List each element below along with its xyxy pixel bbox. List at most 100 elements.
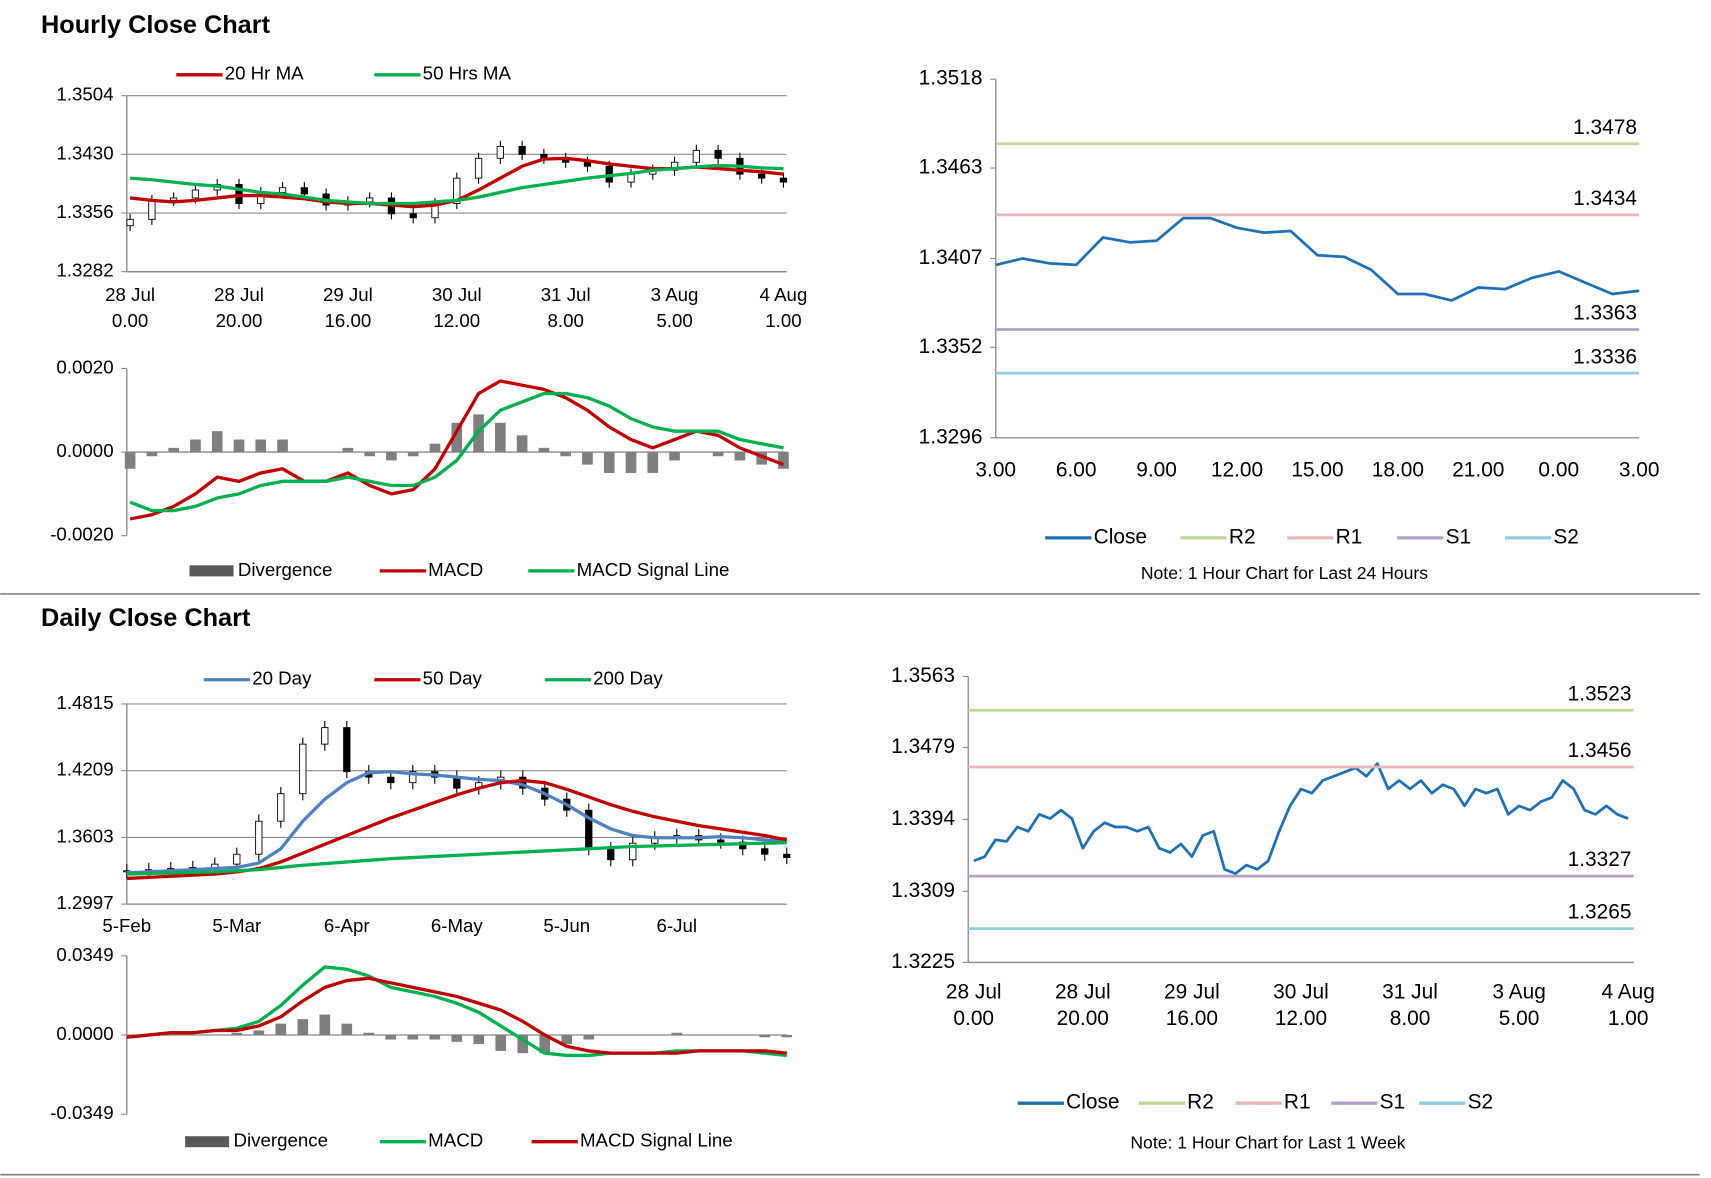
divergence-bar xyxy=(582,452,593,465)
y-tick-label: 1.3225 xyxy=(891,950,955,973)
divergence-bar xyxy=(407,1035,419,1040)
x-tick-label: 0.00 xyxy=(112,310,148,331)
y-tick-label: 0.0000 xyxy=(56,1023,113,1044)
y-tick-label: 1.3463 xyxy=(919,156,983,179)
y-tick-label: 1.3282 xyxy=(56,260,113,281)
divergence-bar xyxy=(583,1035,595,1040)
divergence-bar xyxy=(625,452,637,473)
divergence-bar xyxy=(778,452,789,469)
x-tick-label: 30 Jul xyxy=(432,284,482,305)
divergence-bar xyxy=(231,1032,243,1036)
candle-body xyxy=(278,187,287,193)
candle-body xyxy=(518,145,526,155)
divergence-bar xyxy=(451,422,463,453)
y-tick-label: 0.0020 xyxy=(56,356,113,377)
legend-label: S2 xyxy=(1468,1091,1494,1114)
legend-label: R1 xyxy=(1336,525,1363,548)
candle-body xyxy=(277,793,285,822)
divergence-bar xyxy=(146,452,158,457)
legend-label: Close xyxy=(1094,525,1147,548)
divergence-bar xyxy=(781,1035,793,1038)
x-tick-label: 21.00 xyxy=(1452,458,1504,481)
candle-body xyxy=(779,177,788,183)
legend-label: R1 xyxy=(1284,1091,1311,1114)
y-tick-label: 1.3407 xyxy=(919,246,983,269)
x-tick-label: 4 Aug xyxy=(1601,981,1654,1004)
x-tick-label: 12.00 xyxy=(1275,1007,1327,1030)
x-tick-label: 8.00 xyxy=(547,310,583,331)
x-tick-label: 4 Aug xyxy=(760,284,808,305)
y-tick-label: 1.4815 xyxy=(56,692,113,713)
divergence-bar xyxy=(253,1030,265,1036)
divergence-bar xyxy=(275,1023,287,1036)
note: Note: 1 Hour Chart for Last 24 Hours xyxy=(1141,563,1428,583)
candle-body xyxy=(366,197,374,203)
section-title: Hourly Close Chart xyxy=(41,11,271,39)
x-tick-label: 8.00 xyxy=(1390,1007,1431,1030)
divergence-bar xyxy=(342,447,354,453)
x-tick-label: 5-Mar xyxy=(212,915,261,936)
legend-label: Close xyxy=(1066,1091,1119,1114)
legend-swatch xyxy=(185,1136,230,1148)
x-tick-label: 3.00 xyxy=(975,458,1016,481)
candle-body xyxy=(474,157,483,179)
candle-body xyxy=(496,145,504,159)
divergence-bar xyxy=(386,452,397,461)
legend-label: Divergence xyxy=(238,559,333,580)
divergence-bar xyxy=(539,1035,551,1054)
series-line xyxy=(129,379,785,521)
x-tick-label: 20.00 xyxy=(216,310,263,331)
y-tick-label: 0.0349 xyxy=(56,944,113,965)
candle-body xyxy=(717,839,725,843)
x-tick-label: 28 Jul xyxy=(105,284,155,305)
legend-label: Divergence xyxy=(234,1130,329,1151)
divergence-bar xyxy=(759,1035,771,1038)
legend-label: S1 xyxy=(1380,1091,1406,1114)
candle-body xyxy=(255,820,263,855)
legend-label: R2 xyxy=(1229,525,1256,548)
x-tick-label: 9.00 xyxy=(1136,458,1177,481)
divergence-bar xyxy=(363,1032,375,1036)
x-tick-label: 3.00 xyxy=(1619,458,1660,481)
series-line xyxy=(126,770,787,875)
divergence-bar xyxy=(538,447,550,453)
note: Note: 1 Hour Chart for Last 1 Week xyxy=(1130,1133,1405,1153)
x-tick-label: 18.00 xyxy=(1372,458,1424,481)
candle-body xyxy=(126,218,134,227)
legend-label: 200 Day xyxy=(593,668,663,689)
x-tick-label: 31 Jul xyxy=(1382,981,1438,1004)
legend-label: MACD xyxy=(428,559,483,580)
divergence-bar xyxy=(429,1035,441,1040)
y-tick-label: 1.4209 xyxy=(56,759,113,780)
x-tick-label: 15.00 xyxy=(1291,458,1343,481)
x-tick-label: 30 Jul xyxy=(1273,981,1329,1004)
x-tick-label: 20.00 xyxy=(1057,1007,1109,1030)
x-tick-label: 5-Jun xyxy=(543,915,590,936)
divergence-bar xyxy=(669,452,680,461)
divergence-bar xyxy=(647,452,659,473)
x-tick-label: 5-Feb xyxy=(102,915,151,936)
y-tick-label: 1.3479 xyxy=(891,735,955,758)
level-label: 1.3265 xyxy=(1568,901,1632,924)
x-tick-label: 28 Jul xyxy=(214,284,264,305)
candle-body xyxy=(714,149,722,159)
divergence-bar xyxy=(712,452,724,457)
level-label: 1.3523 xyxy=(1568,682,1632,705)
divergence-bar xyxy=(517,1035,529,1054)
level-label: 1.3327 xyxy=(1568,848,1632,871)
x-tick-label: 1.00 xyxy=(1608,1007,1649,1030)
divergence-bar xyxy=(124,452,136,469)
series-line xyxy=(126,976,787,1055)
candle-body xyxy=(321,727,329,745)
x-tick-label: 16.00 xyxy=(1166,1007,1218,1030)
x-tick-label: 5.00 xyxy=(1499,1007,1540,1030)
legend-label: MACD xyxy=(428,1130,483,1151)
divergence-bar xyxy=(560,452,571,457)
legend-label: MACD Signal Line xyxy=(577,559,730,580)
divergence-bar xyxy=(297,1019,309,1036)
x-tick-label: 6.00 xyxy=(1056,458,1097,481)
divergence-bar xyxy=(319,1014,331,1036)
divergence-bar xyxy=(516,435,528,453)
candle-body xyxy=(170,197,178,201)
